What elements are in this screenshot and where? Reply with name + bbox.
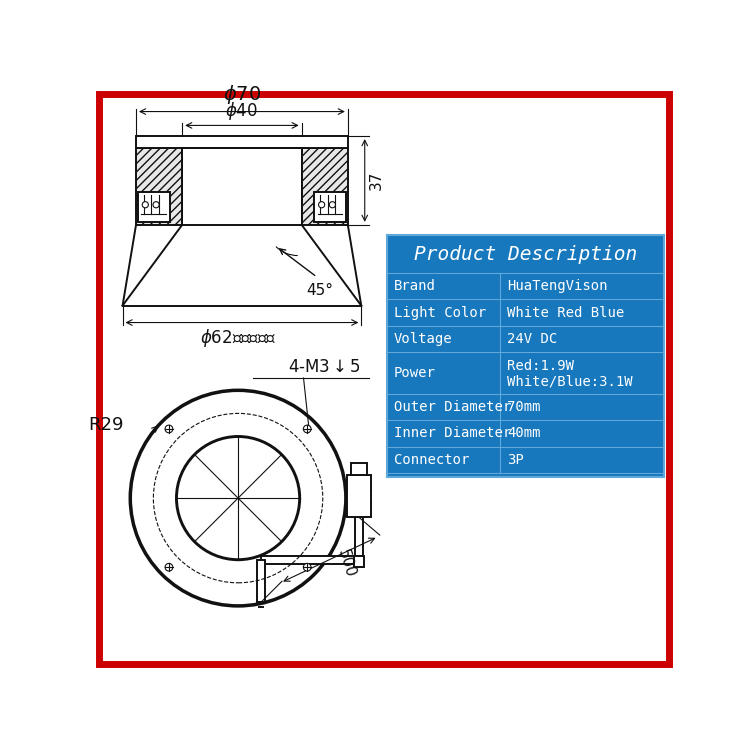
Bar <box>136 148 182 225</box>
Bar <box>387 235 664 477</box>
Bar <box>353 556 364 568</box>
Text: 24V DC: 24V DC <box>507 332 557 346</box>
Bar <box>351 464 367 475</box>
Circle shape <box>303 425 311 433</box>
Circle shape <box>153 202 159 208</box>
Text: Brand: Brand <box>394 279 436 293</box>
Text: 3P: 3P <box>507 452 524 466</box>
Text: Outer Diameter: Outer Diameter <box>394 400 511 414</box>
Text: Connector: Connector <box>394 452 469 466</box>
Text: $\phi$40: $\phi$40 <box>226 100 259 122</box>
Circle shape <box>165 563 172 571</box>
Circle shape <box>319 202 325 208</box>
Bar <box>257 560 265 602</box>
Text: 500: 500 <box>335 548 358 580</box>
Text: Power: Power <box>394 366 436 380</box>
Text: 45°: 45° <box>306 284 333 298</box>
Text: 37: 37 <box>368 171 383 190</box>
Text: R29: R29 <box>88 416 124 434</box>
Circle shape <box>130 390 346 606</box>
Text: Light Color: Light Color <box>394 305 486 320</box>
Text: $\phi$70: $\phi$70 <box>223 83 261 106</box>
Bar <box>355 518 363 560</box>
Circle shape <box>165 425 172 433</box>
Circle shape <box>176 436 300 560</box>
Text: $\phi$62（发光区）: $\phi$62（发光区） <box>200 327 276 350</box>
Text: HuaTengVison: HuaTengVison <box>507 279 608 293</box>
Text: 40mm: 40mm <box>507 427 541 440</box>
Bar <box>314 193 346 222</box>
Circle shape <box>142 202 148 208</box>
Text: White Red Blue: White Red Blue <box>507 305 625 320</box>
Text: Voltage: Voltage <box>394 332 452 346</box>
Bar <box>137 193 170 222</box>
Text: White/Blue:3.1W: White/Blue:3.1W <box>507 374 633 388</box>
Bar <box>302 148 348 225</box>
Bar <box>347 475 370 518</box>
Bar <box>387 235 664 477</box>
Text: 4-M3$\downarrow$5: 4-M3$\downarrow$5 <box>288 358 361 376</box>
Bar <box>261 556 359 563</box>
Text: Inner Diameter: Inner Diameter <box>394 427 511 440</box>
Text: Product Description: Product Description <box>414 244 637 263</box>
Text: 70mm: 70mm <box>507 400 541 414</box>
Circle shape <box>329 202 335 208</box>
Circle shape <box>303 563 311 571</box>
Text: Red:1.9W: Red:1.9W <box>507 359 574 373</box>
Bar <box>136 136 348 148</box>
